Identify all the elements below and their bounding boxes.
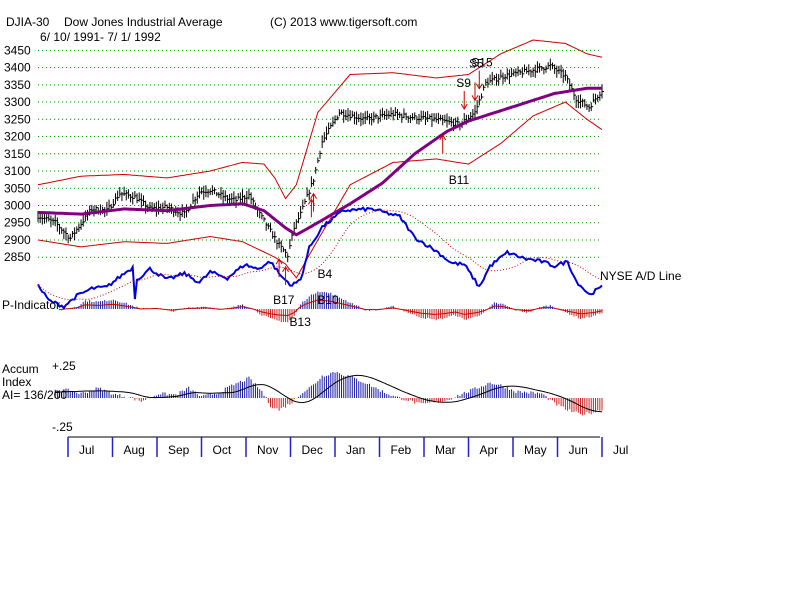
accum-title-2: Index (2, 375, 31, 389)
buy-arrow-head (275, 258, 283, 265)
month-label: Jul (79, 443, 94, 457)
ticker-label: DJIA-30 (6, 15, 50, 29)
price-tick-label: 3150 (4, 147, 31, 161)
sell-arrow-head (471, 95, 479, 102)
month-label: Feb (391, 443, 412, 457)
lower-band-line (37, 101, 603, 279)
price-axis-ticks: 2850 2900 2950 3000 3050 3100 3150 3200 3250 3300… (4, 43, 31, 264)
accum-title-1: Accum (2, 362, 39, 376)
accum-ytick-bottom: -.25 (52, 420, 73, 434)
price-tick-label: 3450 (4, 43, 31, 57)
index-name: Dow Jones Industrial Average (64, 15, 223, 29)
date-range: 6/ 10/ 1991- 7/ 1/ 1992 (40, 30, 161, 44)
signal-label-b17: B17 (273, 293, 295, 307)
signal-label-b10: B10 (317, 293, 339, 307)
buy-arrow-head (310, 192, 317, 199)
signal-label-s9: S9 (456, 76, 471, 90)
price-tick-label: 3050 (4, 181, 31, 195)
sell-arrow-head (460, 103, 468, 110)
price-bands (37, 39, 603, 279)
month-label: May (524, 443, 547, 457)
price-tick-label: 3400 (4, 61, 31, 75)
month-label: Dec (302, 443, 323, 457)
month-label: Sep (168, 443, 190, 457)
upper-band-line (37, 39, 603, 200)
accum-ai-label: AI= 136/200 (2, 388, 67, 402)
copyright: (C) 2013 www.tigersoft.com (270, 15, 417, 29)
ma-line (37, 86, 602, 237)
month-label: Mar (435, 443, 456, 457)
signal-label-b13: B13 (290, 315, 312, 329)
buy-arrow-head (282, 265, 289, 273)
month-label: Apr (480, 443, 499, 457)
month-label: Jul (613, 443, 628, 457)
moving-average (37, 86, 602, 237)
p-indicator-label: P-Indicator (2, 298, 60, 312)
signal-label-s5: S5 (469, 56, 484, 70)
buy-arrow-head (307, 198, 315, 205)
price-tick-label: 3350 (4, 78, 31, 92)
month-label: Oct (213, 443, 232, 457)
price-tick-label: 3200 (4, 130, 31, 144)
accum-index-panel (54, 371, 603, 416)
buy-arrow-head (439, 134, 447, 141)
month-label: Jun (569, 443, 588, 457)
p-indicator-ma (59, 299, 603, 317)
price-tick-label: 2900 (4, 233, 31, 247)
month-axis: Jul Aug Sep Oct Nov Dec Jan Feb Mar Apr May Jun Jul (67, 436, 628, 457)
month-label: Nov (257, 443, 278, 457)
sell-arrow-head (475, 83, 483, 90)
price-bars (37, 58, 604, 263)
accum-ytick-top: +.25 (52, 359, 76, 373)
month-label: Jan (346, 443, 365, 457)
price-tick-label: 3250 (4, 112, 31, 126)
signal-label-b4: B4 (318, 267, 333, 281)
ad-line-label: NYSE A/D Line (600, 269, 682, 283)
p-indicator-panel (59, 291, 603, 323)
signal-label-b11: B11 (449, 173, 470, 187)
month-label: Aug (124, 443, 145, 457)
ad-line (37, 206, 603, 310)
price-tick-label: 3300 (4, 95, 31, 109)
ad-line-panel (37, 206, 603, 310)
price-tick-label: 2850 (4, 250, 31, 264)
price-tick-label: 2950 (4, 216, 31, 230)
price-tick-label: 3100 (4, 164, 31, 178)
price-tick-label: 3000 (4, 198, 31, 212)
accum-ma (55, 374, 603, 413)
signal-label-s15: S15 (471, 56, 493, 70)
